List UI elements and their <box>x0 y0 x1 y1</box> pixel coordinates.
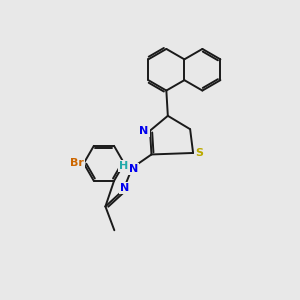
Text: N: N <box>140 126 149 136</box>
Text: N: N <box>129 164 138 174</box>
Text: S: S <box>195 148 203 158</box>
Text: H: H <box>118 161 128 171</box>
Text: N: N <box>120 183 129 193</box>
Text: Br: Br <box>70 158 84 168</box>
